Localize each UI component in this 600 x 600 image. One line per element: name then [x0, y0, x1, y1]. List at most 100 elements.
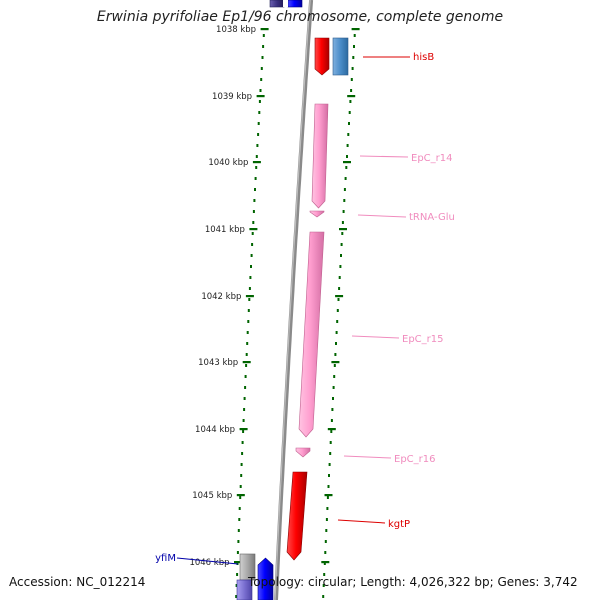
block-top-navy: [269, 0, 285, 8]
ruler-tick-left: [252, 161, 261, 164]
leader-kgtP: [337, 519, 386, 524]
ruler-dot-left: [245, 353, 248, 356]
ruler-dot-right: [328, 463, 331, 466]
feature-label-EpC-r16: EpC_r16: [394, 454, 435, 465]
ruler-dot-right: [337, 298, 340, 301]
map-title: Erwinia pyrifoliae Ep1/96 chromosome, co…: [96, 9, 504, 25]
ruler-tick-label: 1044 kbp: [195, 425, 235, 435]
feature-label-EpC-r15: EpC_r15: [402, 334, 443, 345]
ruler-dot-left: [244, 386, 247, 389]
ruler-dot-right: [340, 243, 343, 246]
ruler-dot-left: [246, 342, 249, 345]
ruler-dot-right: [330, 419, 333, 422]
ruler-dot-right: [328, 474, 330, 477]
rna-tRNA-Glu-arrow: [309, 210, 325, 218]
ruler-tick-left: [256, 95, 265, 98]
ruler-dot-right: [334, 353, 337, 356]
leader-EpC-r14: [359, 155, 409, 158]
ruler-dot-left: [247, 309, 250, 312]
ruler-tick-label: 1041 kbp: [205, 225, 245, 235]
ruler-tick-right: [347, 95, 356, 98]
ruler-dot-right: [329, 441, 332, 444]
ruler-dot-left: [240, 474, 243, 477]
ruler-tick-right: [321, 561, 330, 564]
ruler-dot-left: [257, 122, 260, 125]
ruler-tick-left: [245, 295, 254, 298]
ruler-tick-label: 1043 kbp: [198, 358, 238, 368]
ruler-dot-left: [252, 210, 255, 213]
ruler-dot-right: [323, 573, 326, 576]
leader-tRNA-Glu: [357, 214, 407, 218]
ruler-dot-left: [248, 298, 251, 301]
ruler-dot-left: [252, 221, 255, 224]
ruler-dot-right: [330, 430, 333, 433]
ruler-dot-right: [332, 386, 335, 389]
ruler-dot-left: [253, 199, 256, 202]
backbone-line: [274, 0, 314, 600]
ruler-dot-right: [341, 221, 344, 224]
leader-yfiM: [176, 557, 239, 565]
ruler-tick-left: [260, 28, 269, 31]
leader-EpC-r16: [343, 455, 392, 459]
ruler-dot-right: [351, 67, 354, 70]
ruler-dot-left: [258, 111, 261, 114]
ruler-dot-left: [248, 287, 251, 290]
ruler-dot-right: [338, 287, 341, 290]
ruler-dot-left: [239, 485, 242, 488]
block-bottom-purple: [236, 579, 253, 600]
ruler-dot-right: [350, 89, 353, 92]
ruler-dot-right: [336, 320, 339, 323]
ruler-dot-left: [246, 331, 249, 334]
ruler-dot-right: [322, 584, 325, 587]
ruler-dot-left: [251, 232, 254, 235]
ruler-tick-label: 1046 kbp: [189, 558, 229, 568]
ruler-dot-left: [241, 452, 244, 455]
ruler-dot-left: [244, 375, 247, 378]
ruler-dot-left: [243, 397, 246, 400]
genome-summary-text: Topology: circular; Length: 4,026,322 bp…: [248, 575, 578, 589]
ruler-dot-right: [332, 397, 334, 400]
block-top-blue: [287, 0, 303, 8]
ruler-dots: [235, 34, 356, 598]
ruler-tick-right: [335, 295, 344, 298]
ruler-dot-right: [339, 265, 342, 268]
ruler-dot-right: [336, 309, 339, 312]
ruler-dot-right: [346, 144, 349, 147]
ruler-dot-right: [333, 375, 336, 378]
ruler-dot-right: [346, 155, 348, 158]
ruler-dot-left: [243, 408, 246, 411]
ruler-dot-left: [236, 551, 239, 554]
feature-labels: hisB EpC_r14 tRNA-Glu EpC_r15 EpC_r16 kgtP yfi…: [155, 52, 455, 564]
ruler-dot-left: [235, 584, 238, 587]
backbone-highlight: [274, 0, 311, 600]
ruler-dot-left: [261, 56, 264, 59]
accession-text: Accession: NC_012214: [9, 575, 146, 589]
ruler-tick-right: [339, 228, 347, 231]
ruler-dot-right: [350, 78, 353, 81]
ruler-dot-left: [260, 67, 263, 70]
ruler-tick-left: [242, 361, 251, 364]
ruler-dot-left: [262, 34, 265, 37]
ruler-dot-left: [237, 540, 240, 543]
ruler-tick-right: [324, 494, 333, 497]
ruler-dot-left: [255, 155, 258, 158]
ruler-dot-right: [342, 210, 345, 213]
ruler-dot-left: [239, 496, 242, 499]
ruler-tick-right: [343, 161, 351, 164]
ruler-dot-right: [349, 100, 352, 103]
ruler-dot-right: [335, 342, 337, 345]
ruler-dot-right: [326, 496, 329, 499]
ruler-dot-right: [347, 133, 350, 136]
ruler-tick-label: 1042 kbp: [201, 292, 241, 302]
ruler-dot-left: [240, 463, 243, 466]
label-leaders: [176, 56, 410, 565]
ruler-dot-left: [238, 507, 241, 510]
ruler-dot-left: [250, 254, 253, 257]
ruler-dot-left: [250, 265, 252, 268]
ruler-dot-right: [333, 364, 336, 367]
ruler-dot-right: [345, 166, 348, 169]
ruler-dot-left: [257, 133, 260, 136]
ruler-dot-left: [235, 595, 238, 598]
ruler-dot-right: [325, 518, 328, 521]
ruler-dot-right: [352, 56, 355, 59]
